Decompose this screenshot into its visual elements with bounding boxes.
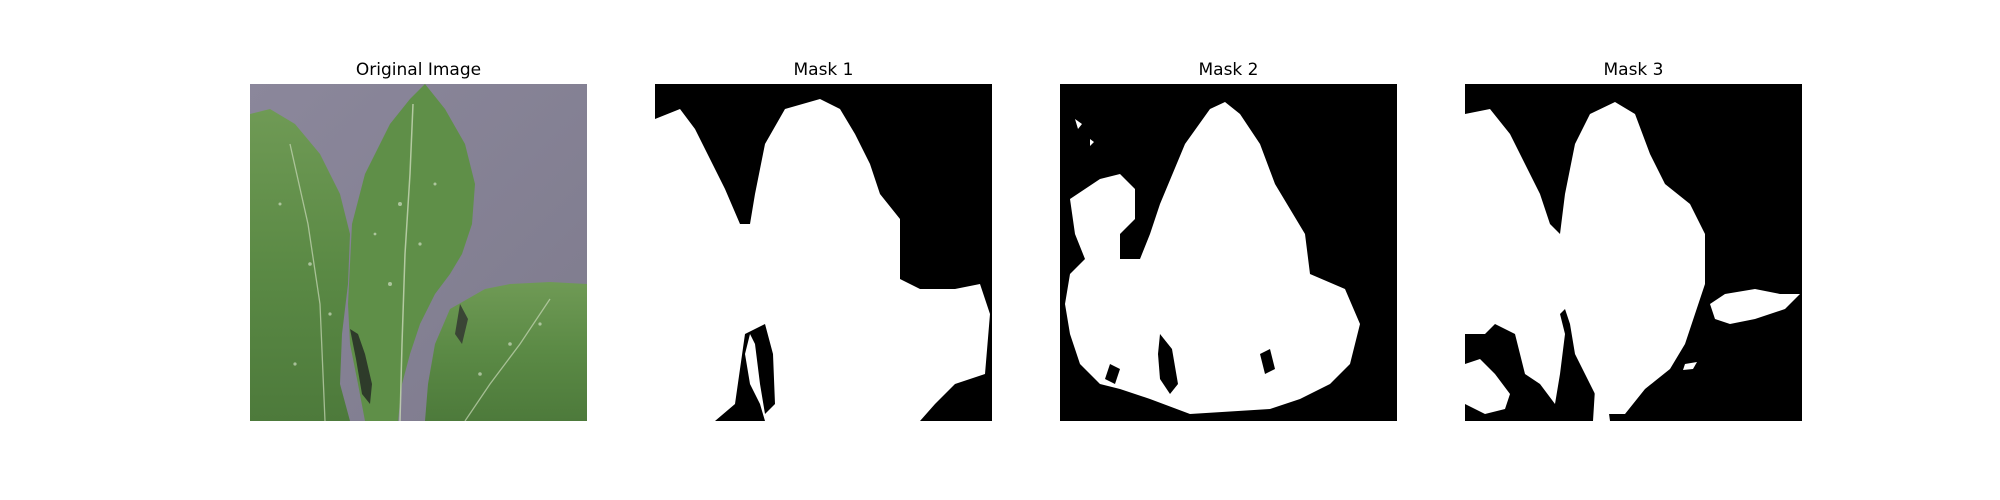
panel-mask-3: Mask 3 — [1465, 58, 1802, 421]
panel-original-image: Original Image — [250, 58, 587, 421]
panel-title: Mask 2 — [1198, 60, 1259, 80]
panel-title: Original Image — [355, 60, 482, 80]
panel-title: Mask 3 — [1603, 60, 1664, 80]
panel-title: Mask 1 — [793, 60, 854, 80]
mask-1-image — [655, 84, 992, 421]
panel-mask-1: Mask 1 — [655, 58, 992, 421]
mask-2-image — [1060, 84, 1397, 421]
mask-3-image — [1465, 84, 1802, 421]
panel-mask-2: Mask 2 — [1060, 58, 1397, 421]
leaf-photo — [250, 84, 587, 421]
